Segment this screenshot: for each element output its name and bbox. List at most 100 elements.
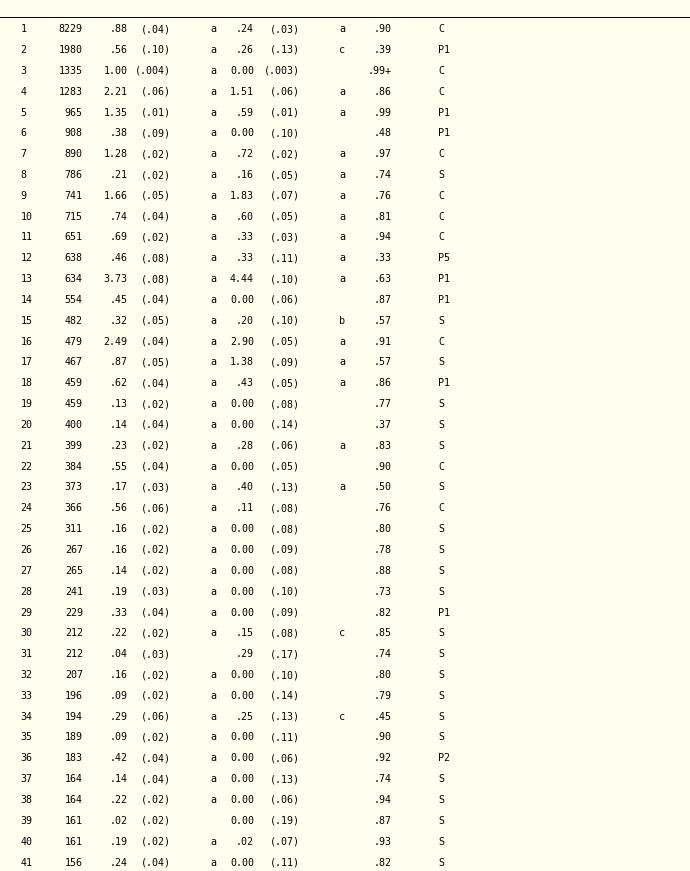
Text: .79: .79 [374,691,392,701]
Text: S: S [438,420,444,430]
Text: a: a [210,628,217,638]
Text: .09: .09 [110,691,128,701]
Text: 229: 229 [65,607,83,618]
Text: a: a [210,503,217,513]
Text: .69: .69 [110,233,128,242]
Text: 36: 36 [21,753,32,763]
Text: a: a [210,607,217,618]
Text: (.03): (.03) [141,587,171,597]
Text: .56: .56 [110,45,128,55]
Text: (.06): (.06) [270,87,300,97]
Text: .62: .62 [110,378,128,388]
Text: .85: .85 [374,628,392,638]
Text: 634: 634 [65,274,83,284]
Text: a: a [210,441,217,451]
Text: P1: P1 [438,378,450,388]
Text: .76: .76 [374,191,392,201]
Text: .24: .24 [110,858,128,868]
Text: (.05): (.05) [141,316,171,326]
Text: a: a [210,378,217,388]
Text: (.06): (.06) [141,503,171,513]
Text: .45: .45 [110,295,128,305]
Text: 156: 156 [65,858,83,868]
Text: 3.73: 3.73 [104,274,128,284]
Text: (.07): (.07) [270,837,300,847]
Text: 1980: 1980 [59,45,83,55]
Text: 14: 14 [21,295,32,305]
Text: .04: .04 [110,649,128,659]
Text: (.06): (.06) [270,753,300,763]
Text: C: C [438,233,444,242]
Text: (.02): (.02) [270,149,300,159]
Text: .93: .93 [374,837,392,847]
Text: 1: 1 [21,24,27,34]
Text: 1.00: 1.00 [104,66,128,76]
Text: .11: .11 [236,503,254,513]
Text: a: a [210,858,217,868]
Text: a: a [339,378,346,388]
Text: a: a [210,253,217,263]
Text: 38: 38 [21,795,32,805]
Text: S: S [438,316,444,326]
Text: 554: 554 [65,295,83,305]
Text: S: S [438,837,444,847]
Text: a: a [339,212,346,221]
Text: (.10): (.10) [270,128,300,138]
Text: 241: 241 [65,587,83,597]
Text: a: a [339,357,346,368]
Text: P1: P1 [438,295,450,305]
Text: .39: .39 [374,45,392,55]
Text: 16: 16 [21,337,32,347]
Text: a: a [210,420,217,430]
Text: P1: P1 [438,128,450,138]
Text: S: S [438,795,444,805]
Text: S: S [438,691,444,701]
Text: 18: 18 [21,378,32,388]
Text: .88: .88 [374,566,392,576]
Text: a: a [210,128,217,138]
Text: a: a [210,566,217,576]
Text: 10: 10 [21,212,32,221]
Text: (.13): (.13) [270,774,300,784]
Text: 0.00: 0.00 [230,733,254,742]
Text: a: a [210,45,217,55]
Text: S: S [438,441,444,451]
Text: C: C [438,212,444,221]
Text: 0.00: 0.00 [230,858,254,868]
Text: (.02): (.02) [141,545,171,555]
Text: 21: 21 [21,441,32,451]
Text: 212: 212 [65,649,83,659]
Text: .77: .77 [374,399,392,409]
Text: 384: 384 [65,462,83,472]
Text: 196: 196 [65,691,83,701]
Text: .83: .83 [374,441,392,451]
Text: 15: 15 [21,316,32,326]
Text: a: a [339,233,346,242]
Text: 0.00: 0.00 [230,462,254,472]
Text: a: a [210,524,217,534]
Text: (.02): (.02) [141,149,171,159]
Text: 0.00: 0.00 [230,66,254,76]
Text: .48: .48 [374,128,392,138]
Text: 30: 30 [21,628,32,638]
Text: 0.00: 0.00 [230,295,254,305]
Text: (.02): (.02) [141,691,171,701]
Text: 35: 35 [21,733,32,742]
Text: .94: .94 [374,233,392,242]
Text: 0.00: 0.00 [230,816,254,826]
Text: c: c [339,45,346,55]
Text: (.02): (.02) [141,837,171,847]
Text: 366: 366 [65,503,83,513]
Text: 6: 6 [21,128,27,138]
Text: 0.00: 0.00 [230,774,254,784]
Text: a: a [210,170,217,180]
Text: (.01): (.01) [270,107,300,118]
Text: S: S [438,733,444,742]
Text: .25: .25 [236,712,254,722]
Text: a: a [210,87,217,97]
Text: 1.38: 1.38 [230,357,254,368]
Text: (.04): (.04) [141,337,171,347]
Text: (.11): (.11) [270,733,300,742]
Text: .45: .45 [374,712,392,722]
Text: (.08): (.08) [141,253,171,263]
